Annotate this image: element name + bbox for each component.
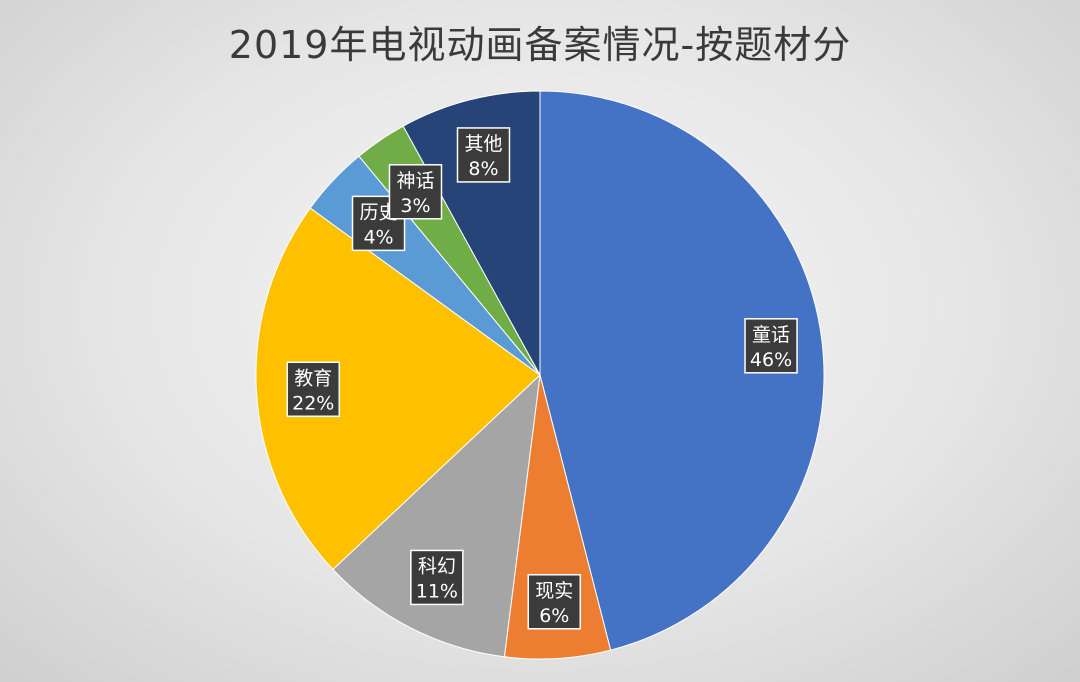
slice-category-label-0: 童话 bbox=[752, 324, 790, 346]
slice-category-label-5: 神话 bbox=[396, 170, 434, 192]
pie-slice-2 bbox=[332, 373, 541, 658]
slice-percent-label-1: 6% bbox=[539, 605, 569, 627]
slice-percent-label-6: 8% bbox=[468, 158, 498, 180]
pie-slice-0 bbox=[539, 90, 825, 651]
slice-category-label-2: 科幻 bbox=[418, 555, 456, 577]
slice-percent-label-0: 46% bbox=[750, 349, 792, 371]
slice-label-1: 现实 6% bbox=[527, 574, 582, 630]
slice-percent-label-5: 3% bbox=[400, 195, 430, 217]
chart-title: 2019年电视动画备案情况-按题材分 bbox=[228, 23, 852, 67]
pie-labels: 童话 46% 现实 6% 科幻 11% 教育 22% 历史 4% 神话 3% 其他 8% bbox=[286, 127, 798, 630]
slice-label-3: 教育 22% bbox=[286, 361, 340, 418]
slice-label-0: 童话 46% bbox=[744, 318, 798, 374]
slice-label-2: 科幻 11% bbox=[410, 549, 464, 606]
pie-slice-3 bbox=[255, 207, 541, 571]
slice-label-box-0 bbox=[744, 318, 798, 374]
slice-label-box-6 bbox=[456, 127, 511, 183]
slice-label-box-2 bbox=[410, 549, 464, 606]
slice-label-5: 神话 3% bbox=[388, 164, 443, 220]
slice-category-label-6: 其他 bbox=[464, 133, 502, 155]
slice-category-label-3: 教育 bbox=[294, 367, 332, 389]
slice-label-6: 其他 8% bbox=[456, 127, 511, 183]
slice-label-4: 历史 4% bbox=[351, 195, 406, 252]
pie-slices bbox=[255, 90, 825, 660]
slice-label-box-3 bbox=[286, 361, 340, 418]
slice-label-box-5 bbox=[388, 164, 443, 220]
slice-percent-label-3: 22% bbox=[292, 392, 334, 414]
slice-percent-label-4: 4% bbox=[363, 226, 393, 248]
slice-percent-label-2: 11% bbox=[416, 580, 458, 602]
slice-category-label-1: 现实 bbox=[535, 580, 573, 602]
slice-label-box-1 bbox=[527, 574, 582, 630]
slice-category-label-4: 历史 bbox=[360, 201, 398, 223]
